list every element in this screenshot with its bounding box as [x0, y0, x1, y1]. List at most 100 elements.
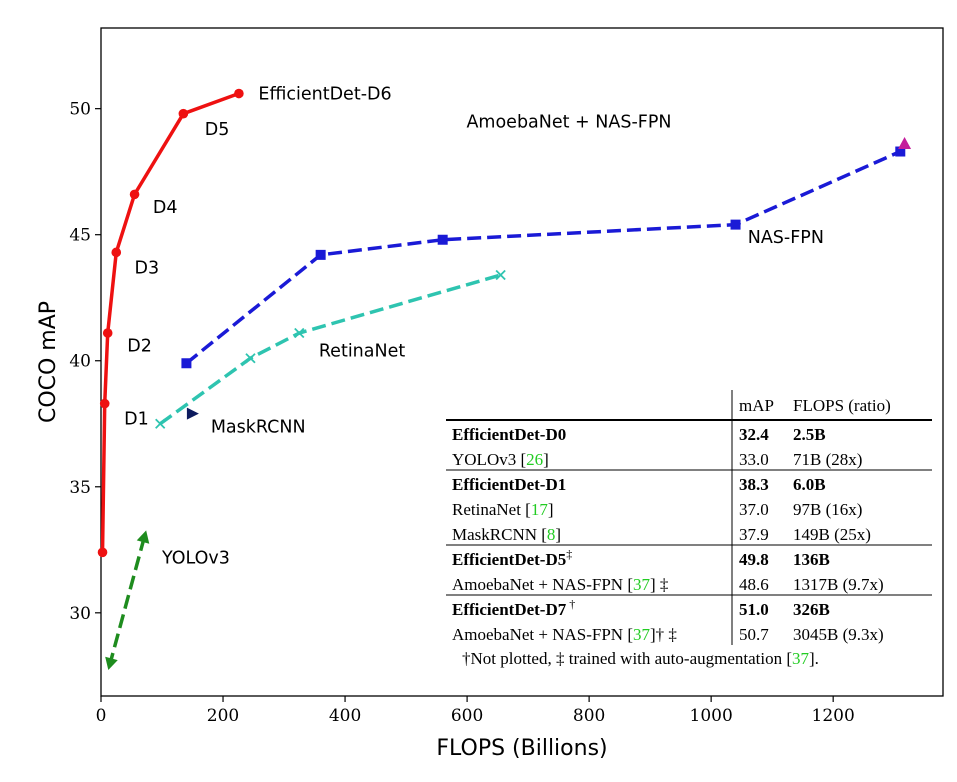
map-value: 37.0: [739, 500, 769, 519]
x-marker-stroke: [245, 353, 256, 364]
map-value: 50.7: [739, 625, 769, 644]
data-point: [245, 353, 256, 364]
flops-value: 97B (16x): [793, 500, 862, 519]
data-point: [895, 146, 906, 157]
series-layer: [97, 88, 912, 670]
header-flops: FLOPS (ratio): [793, 396, 891, 415]
data-point: [186, 407, 199, 420]
table-row: MaskRCNN [8] 37.9 149B (25x): [452, 525, 871, 544]
data-point: [97, 547, 108, 558]
model-name: AmoebaNet + NAS-FPN [37]† ‡: [452, 625, 677, 644]
flops-value: 149B (25x): [793, 525, 871, 544]
plot-frame: [100, 27, 944, 697]
annotation-label: EfficientDet-D6: [258, 85, 391, 105]
x-marker-stroke: [495, 269, 506, 281]
table-group: EfficientDet-D0 32.4 2.5B YOLOv3 [26] 33.0 71…: [446, 420, 932, 471]
data-point: [105, 656, 118, 670]
citation-ref[interactable]: 26: [526, 450, 543, 469]
model-name: EfficientDet-D0: [452, 425, 566, 444]
series-yolov3: [105, 530, 150, 670]
citation-ref[interactable]: 17: [531, 500, 549, 519]
citation-ref[interactable]: 37: [792, 649, 810, 668]
data-point: [155, 418, 166, 429]
flops-value: 326B: [793, 600, 830, 619]
series-efficientdet: [97, 88, 244, 558]
model-text: EfficientDet-D5: [452, 550, 566, 569]
map-value: 32.4: [739, 425, 769, 444]
annotation-label: D5: [205, 120, 230, 140]
annotation-label: NAS-FPN: [748, 228, 824, 248]
table-row: EfficientDet-D5‡ 49.8 136B: [452, 547, 830, 569]
data-point: [136, 530, 150, 544]
series-amoebanet-nas-fpn: [898, 136, 912, 149]
y-tick-label: 35: [69, 478, 91, 498]
x-axis: 0 200 400 600 800 1000 1200: [96, 696, 855, 726]
series-line: [185, 149, 901, 365]
x-tick-label: 800: [573, 706, 605, 726]
annotation-label: D1: [124, 410, 149, 430]
data-point: [315, 249, 326, 260]
series-nas-fpn: [181, 146, 906, 369]
map-value: 48.6: [739, 575, 769, 594]
model-name: AmoebaNet + NAS-FPN [37] ‡: [452, 575, 668, 594]
citation-ref[interactable]: 8: [547, 525, 556, 544]
footnote-suffix: ].: [809, 649, 819, 668]
data-point: [437, 234, 448, 245]
citation-ref[interactable]: 37: [633, 575, 651, 594]
annotation-label: D4: [153, 198, 178, 218]
y-axis: 30 35 40 45 50: [69, 100, 101, 624]
model-text: MaskRCNN [: [452, 525, 547, 544]
flops-value: 3045B (9.3x): [793, 625, 884, 644]
data-point: [898, 136, 912, 149]
data-point: [495, 269, 506, 281]
x-marker-stroke: [294, 327, 305, 339]
table-row: AmoebaNet + NAS-FPN [37]† ‡ 50.7 3045B (9.…: [452, 625, 884, 644]
table-row: EfficientDet-D1 38.3 6.0B: [452, 475, 826, 494]
annotation-label: YOLOv3: [161, 548, 230, 568]
model-name: YOLOv3 [26]: [452, 450, 549, 469]
table-group: EfficientDet-D1 38.3 6.0B RetinaNet [17] 37.…: [446, 470, 932, 546]
y-tick-label: 40: [69, 352, 91, 372]
table-row: EfficientDet-D7 † 51.0 326B: [452, 597, 830, 619]
model-name: EfficientDet-D1: [452, 475, 566, 494]
table-row: RetinaNet [17] 37.0 97B (16x): [452, 500, 862, 519]
comparison-table: mAP FLOPS (ratio) EfficientDet-D0 32.4 2.5B Y…: [446, 390, 932, 668]
x-tick-label: 1200: [812, 706, 855, 726]
x-axis-title: FLOPS (Billions): [436, 736, 607, 761]
x-tick-label: 200: [207, 706, 239, 726]
table-row: AmoebaNet + NAS-FPN [37] ‡ 48.6 1317B (9.7…: [452, 575, 884, 594]
model-superscript: †: [566, 597, 575, 611]
model-name: EfficientDet-D7 †: [452, 597, 575, 619]
x-tick-label: 400: [329, 706, 361, 726]
model-text: AmoebaNet + NAS-FPN [: [452, 625, 633, 644]
table-group: EfficientDet-D7 † 51.0 326B AmoebaNet + NAS…: [452, 595, 884, 645]
model-name: MaskRCNN [8]: [452, 525, 561, 544]
data-point: [129, 189, 140, 200]
data-point: [178, 108, 189, 119]
citation-ref[interactable]: 37: [633, 625, 651, 644]
model-name: EfficientDet-D5‡: [452, 547, 572, 569]
y-axis-title: COCO mAP: [36, 301, 61, 423]
annotation-label: D3: [135, 258, 160, 278]
series-line: [159, 273, 502, 426]
header-map: mAP: [739, 396, 774, 415]
data-point: [111, 247, 122, 258]
table-footnote: †Not plotted, ‡ trained with auto-augmen…: [462, 649, 819, 668]
y-tick-label: 30: [69, 604, 91, 624]
x-tick-label: 600: [451, 706, 483, 726]
table-row: YOLOv3 [26] 33.0 71B (28x): [452, 450, 862, 469]
y-tick-label: 50: [69, 100, 91, 120]
model-text: RetinaNet [: [452, 500, 531, 519]
footnote-text: †Not plotted, ‡ trained with auto-augmen…: [462, 649, 792, 668]
data-point: [730, 219, 741, 230]
flops-value: 71B (28x): [793, 450, 862, 469]
citation-suffix: ]: [543, 450, 549, 469]
model-superscript: ‡: [566, 547, 572, 561]
x-tick-label: 1000: [690, 706, 733, 726]
annotation-layer: EfficientDet-D6 D5 D4 D3 D2 D1 YOLOv3 MaskRCNN R…: [124, 85, 824, 569]
annotation-label: MaskRCNN: [211, 417, 306, 437]
table-row: EfficientDet-D0 32.4 2.5B: [452, 425, 826, 444]
data-point: [99, 398, 110, 409]
data-point: [102, 328, 113, 338]
annotation-label: RetinaNet: [319, 342, 406, 362]
